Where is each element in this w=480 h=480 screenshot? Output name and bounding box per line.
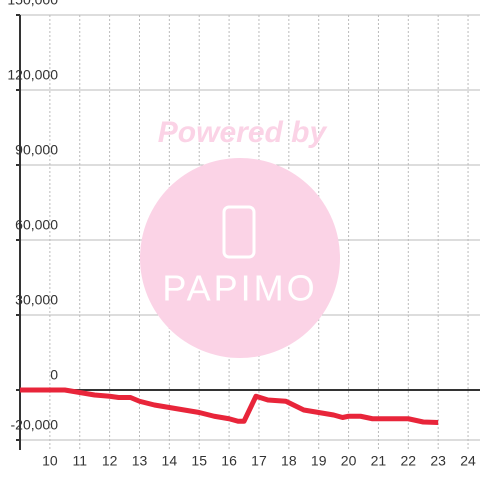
data-line <box>20 387 439 425</box>
y-tick-label: 90,000 <box>15 142 58 158</box>
y-tick-label: -20,000 <box>11 417 59 433</box>
y-tick-label: 120,000 <box>7 67 58 83</box>
x-tick-label: 19 <box>311 453 327 469</box>
x-tick-label: 15 <box>191 453 207 469</box>
x-tick-label: 13 <box>132 453 148 469</box>
y-tick-label: 150,000 <box>7 0 58 8</box>
y-tick-label: 0 <box>50 367 58 383</box>
x-tick-label: 24 <box>460 453 476 469</box>
y-tick-label: 30,000 <box>15 292 58 308</box>
x-tick-label: 22 <box>401 453 417 469</box>
x-tick-label: 23 <box>430 453 446 469</box>
x-tick-label: 20 <box>341 453 357 469</box>
x-tick-label: 21 <box>371 453 387 469</box>
x-tick-label: 14 <box>162 453 178 469</box>
x-tick-label: 12 <box>102 453 118 469</box>
x-tick-label: 10 <box>42 453 58 469</box>
x-tick-label: 17 <box>251 453 267 469</box>
x-tick-label: 18 <box>281 453 297 469</box>
watermark-text: Powered by <box>158 116 328 149</box>
x-tick-label: 16 <box>221 453 237 469</box>
watermark-logo: PAPIMO <box>162 268 317 309</box>
x-tick-label: 11 <box>72 453 87 469</box>
y-tick-label: 60,000 <box>15 217 58 233</box>
watermark-phone <box>222 205 256 259</box>
